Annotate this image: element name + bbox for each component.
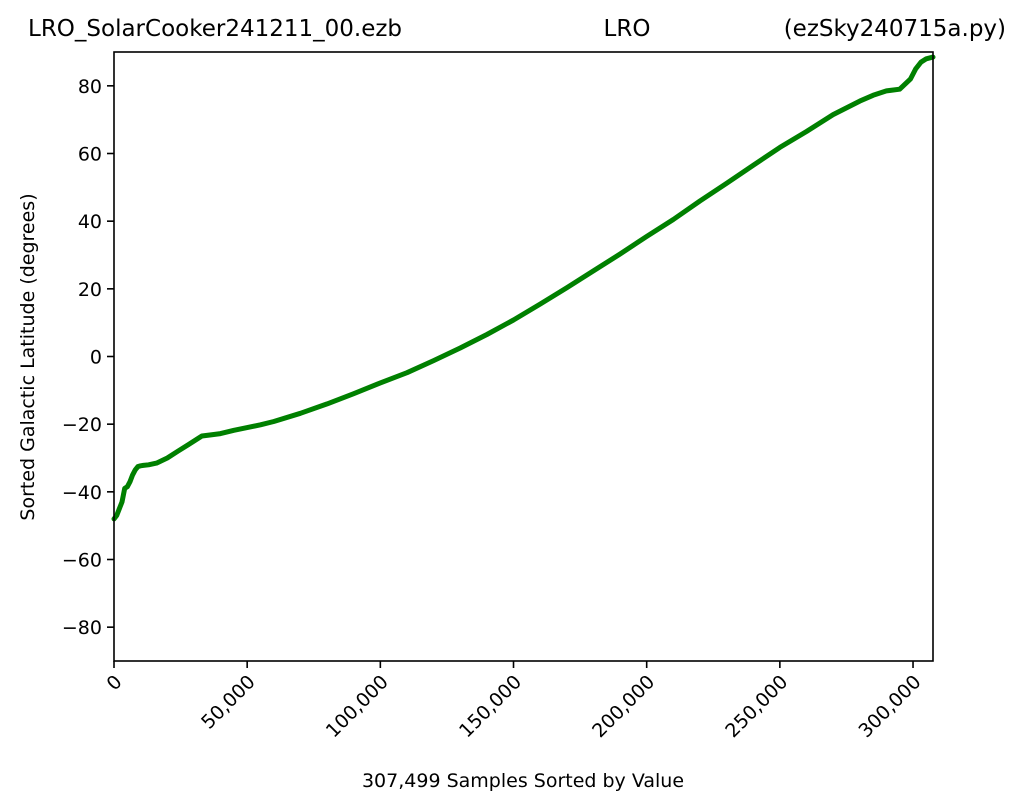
y-tick-label: 60 — [78, 144, 102, 166]
chart-title-left: LRO_SolarCooker241211_00.ezb — [28, 16, 402, 42]
y-axis-ticks: 80 60 40 20 0 −20 −40 −60 −80 — [62, 76, 114, 639]
y-axis-label: Sorted Galactic Latitude (degrees) — [17, 193, 39, 520]
plot-frame — [113, 51, 934, 662]
x-tick-label: 300,000 — [854, 671, 925, 742]
x-tick-label: 250,000 — [721, 671, 792, 742]
y-tick-label: −60 — [62, 550, 102, 572]
x-axis-label: 307,499 Samples Sorted by Value — [362, 770, 684, 792]
series-line — [111, 54, 936, 522]
x-tick-label: 100,000 — [322, 671, 393, 742]
y-tick-label: 80 — [78, 76, 102, 98]
y-tick-label: −40 — [62, 482, 102, 504]
x-tick-label: 0 — [102, 671, 126, 695]
y-tick-label: −20 — [62, 414, 102, 436]
chart-title-right: (ezSky240715a.py) — [784, 16, 1006, 42]
y-tick-label: 0 — [90, 347, 102, 369]
x-axis-ticks: 0 50,000 100,000 150,000 200,000 250,000 300,0… — [102, 661, 926, 742]
x-tick-label: 50,000 — [197, 671, 260, 734]
y-tick-label: 40 — [78, 211, 102, 233]
x-tick-label: 200,000 — [588, 671, 659, 742]
x-tick-label: 150,000 — [455, 671, 526, 742]
y-tick-label: −80 — [62, 617, 102, 639]
y-tick-label: 20 — [78, 279, 102, 301]
chart-title-center: LRO — [604, 16, 651, 42]
